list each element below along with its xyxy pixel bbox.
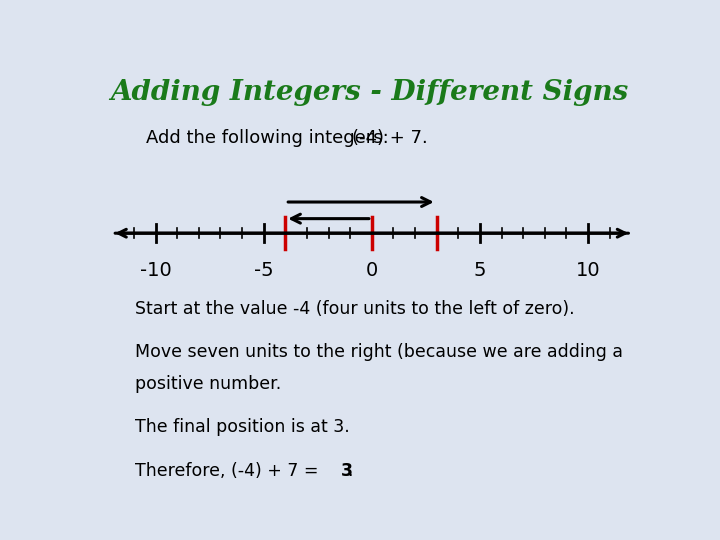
- Text: Add the following integers:: Add the following integers:: [145, 129, 389, 147]
- Text: -5: -5: [254, 261, 274, 280]
- Text: Adding Integers - Different Signs: Adding Integers - Different Signs: [110, 79, 628, 106]
- Text: -10: -10: [140, 261, 171, 280]
- Text: Start at the value -4 (four units to the left of zero).: Start at the value -4 (four units to the…: [135, 300, 575, 318]
- Text: 3: 3: [341, 462, 353, 480]
- Text: 0: 0: [366, 261, 378, 280]
- Text: .: .: [348, 462, 353, 480]
- Text: positive number.: positive number.: [135, 375, 281, 393]
- Text: 5: 5: [474, 261, 486, 280]
- Text: (-4) + 7.: (-4) + 7.: [352, 129, 428, 147]
- Text: 10: 10: [576, 261, 600, 280]
- Text: Move seven units to the right (because we are adding a: Move seven units to the right (because w…: [135, 343, 623, 361]
- Text: Therefore, (-4) + 7 =: Therefore, (-4) + 7 =: [135, 462, 324, 480]
- Text: The final position is at 3.: The final position is at 3.: [135, 418, 349, 436]
